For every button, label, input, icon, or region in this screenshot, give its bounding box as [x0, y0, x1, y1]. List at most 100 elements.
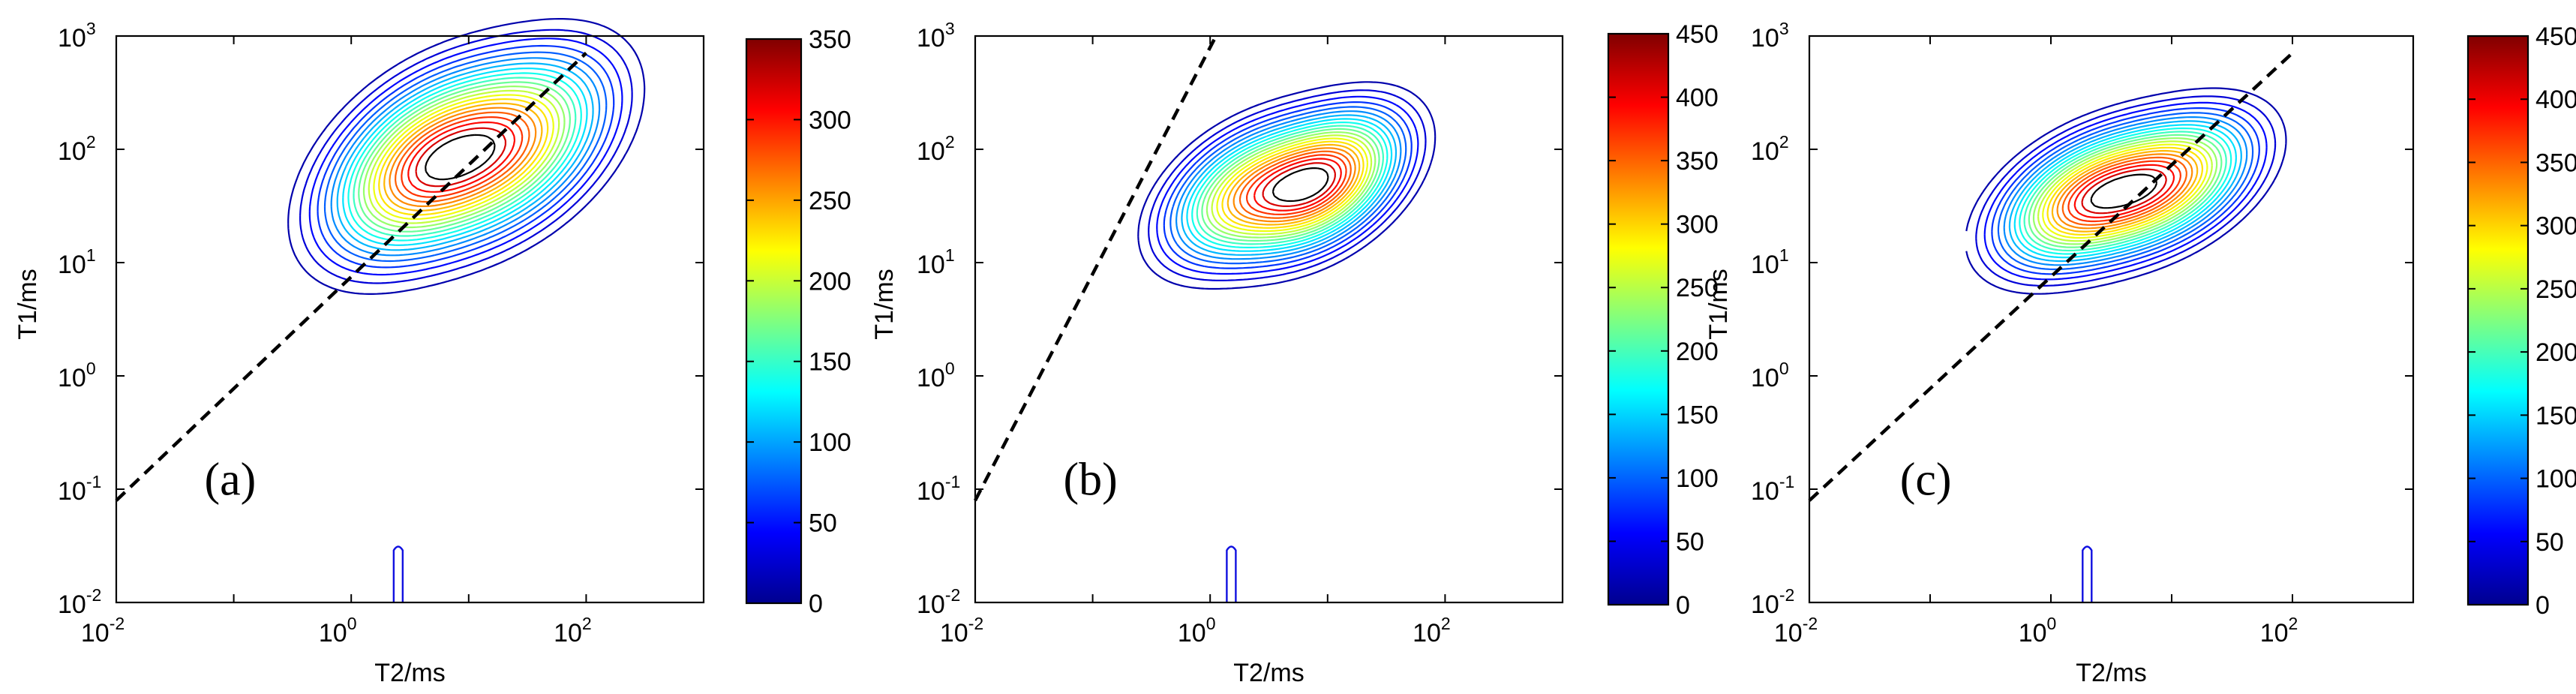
- y-tick-label: 10-2: [58, 585, 101, 619]
- contour-level-5: [323, 51, 608, 263]
- colorbar-tick-label: 300: [1676, 211, 1719, 239]
- y-tick-label: 10-1: [58, 472, 101, 506]
- contour-level-11: [358, 81, 571, 233]
- contour-level-11: [1201, 128, 1380, 242]
- contour-level-16: [2051, 149, 2199, 233]
- colorbar: [1608, 34, 1668, 605]
- y-tick-label: 10-1: [1751, 472, 1794, 506]
- y-axis-label: T1/ms: [870, 269, 899, 339]
- colorbar-frame: [745, 38, 803, 605]
- contour-level-10: [1196, 125, 1384, 245]
- reference-line: [115, 52, 587, 502]
- y-tick-label: 100: [917, 359, 955, 392]
- contour-level-8: [1186, 118, 1393, 252]
- panel-3: 10-2 100 102 10-2 10-1 100 101 102 103 T2/ms T1/ms…: [1704, 19, 2576, 687]
- x-tick-label: 102: [1413, 614, 1451, 647]
- colorbar-tick-label: 200: [1676, 338, 1719, 366]
- contour-level-15: [2046, 146, 2204, 236]
- contour-level-4: [1991, 107, 2260, 275]
- panel-1: 10-2 100 102 10-2 10-1 100 101 102 103 T2/ms T1/ms…: [14, 18, 851, 687]
- colorbar-tick-label: 150: [2535, 401, 2576, 430]
- contour-lines: [287, 18, 646, 295]
- contour-level-10: [2023, 131, 2227, 252]
- reference-line: [974, 35, 1218, 502]
- y-tick-label: 103: [917, 19, 955, 53]
- contour-lines: [1137, 81, 1437, 290]
- contour-level-13: [1211, 134, 1373, 236]
- contour-level-4: [1163, 101, 1413, 269]
- contour-level-16: [383, 102, 543, 212]
- y-axis-label: T1/ms: [14, 269, 42, 339]
- colorbar-tick-label: 0: [1676, 591, 1690, 620]
- colorbar-tick-label: 250: [2535, 275, 2576, 304]
- reference-line: [1808, 51, 2294, 502]
- x-axis-label: T2/ms: [1233, 659, 1304, 687]
- y-axis-label: T1/ms: [1704, 269, 1733, 339]
- contour-level-14: [2042, 143, 2208, 239]
- y-tick-label: 103: [58, 19, 96, 53]
- y-tick-label: 103: [1751, 19, 1789, 53]
- colorbar-tick-label: 50: [1676, 527, 1704, 556]
- contour-level-15: [378, 98, 549, 216]
- panel-2: 10-2 100 102 10-2 10-1 100 101 102 103 T2/ms T1/ms…: [870, 19, 1719, 687]
- colorbar-tick-label: 250: [1676, 274, 1719, 302]
- contour-level-2: [1148, 89, 1427, 281]
- y-tick-label: 100: [1751, 359, 1789, 392]
- colorbar-frame: [2466, 35, 2529, 606]
- contour-level-7: [2008, 120, 2242, 263]
- panel-tag: (b): [1063, 455, 1117, 506]
- contour-level-10: [353, 77, 577, 237]
- colorbar-tick-label: 150: [809, 348, 851, 377]
- contour-level-14: [373, 94, 554, 220]
- colorbar-tick-label: 100: [1676, 464, 1719, 493]
- contour-level-3: [1156, 95, 1419, 275]
- colorbar-tick-label: 0: [2535, 591, 2550, 620]
- contour-level-5: [1169, 106, 1407, 265]
- contour-level-20: [407, 121, 516, 193]
- contour-level-3: [1983, 101, 2268, 281]
- contour-level-17: [389, 107, 537, 207]
- x-axis-label: T2/ms: [2076, 659, 2146, 687]
- colorbar-tick-label: 300: [809, 106, 851, 134]
- colorbar-frame: [1607, 32, 1670, 606]
- contour-level-6: [330, 57, 601, 257]
- contour-level-9: [1191, 122, 1389, 248]
- colorbar-tick-label: 100: [809, 428, 851, 457]
- x-tick-label: 10-2: [940, 614, 983, 647]
- contour-lines: [1965, 87, 2287, 295]
- contour-level-12: [362, 86, 566, 229]
- contour-level-14: [1216, 137, 1368, 233]
- contour-level-1: [287, 18, 646, 295]
- artifact-peak: [392, 545, 404, 602]
- contour-level-18: [395, 111, 530, 203]
- contour-level-15: [1221, 140, 1365, 229]
- x-tick-label: 10-2: [81, 614, 125, 647]
- ticks: [1809, 35, 2414, 603]
- y-tick-label: 102: [58, 132, 96, 166]
- colorbar-tick-label: 350: [1676, 147, 1719, 176]
- contour-level-19: [1246, 154, 1347, 215]
- contour-level-11: [2028, 134, 2223, 248]
- colorbar: [2468, 36, 2528, 605]
- contour-level-21: [415, 127, 506, 188]
- contour-level-18: [1238, 150, 1352, 219]
- colorbar: [746, 39, 801, 603]
- contour-level-12: [1205, 131, 1377, 239]
- colorbar-tick-label: 0: [809, 590, 823, 618]
- contour-level-21: [1262, 162, 1336, 207]
- colorbar-tick-label: 400: [2535, 86, 2576, 114]
- y-tick-label: 10-2: [1751, 585, 1794, 619]
- contour-level-20: [1253, 158, 1342, 212]
- x-tick-label: 100: [1178, 614, 1216, 647]
- colorbar-tick-label: 100: [2535, 465, 2576, 494]
- colorbar-tick-label: 200: [2535, 338, 2576, 367]
- contour-level-5: [1997, 112, 2254, 271]
- ticks: [116, 35, 704, 603]
- colorbar-tick-label: 450: [2535, 23, 2576, 51]
- colorbar-tick-label: 300: [2535, 212, 2576, 241]
- contour-level-13: [368, 89, 560, 224]
- contour-level-8: [342, 68, 588, 246]
- x-axis-label: T2/ms: [374, 659, 445, 687]
- contour-level-17: [1232, 147, 1356, 223]
